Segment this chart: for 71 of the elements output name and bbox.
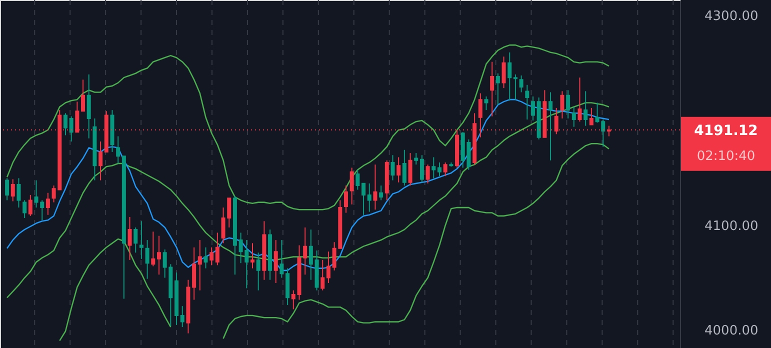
candlestick: [151, 231, 156, 267]
candlestick: [5, 178, 10, 201]
candlestick: [496, 72, 500, 106]
candlestick: [420, 154, 424, 183]
candlestick: [560, 90, 564, 119]
candlestick: [396, 156, 401, 183]
candlestick: [198, 240, 202, 291]
candlestick: [280, 240, 284, 278]
ref-line-label: 4191.12: [694, 122, 758, 139]
candlestick: [210, 246, 214, 266]
candlestick: [584, 90, 588, 126]
candlestick: [326, 251, 330, 284]
candlestick: [69, 116, 74, 142]
candlestick: [86, 74, 91, 139]
candlestick: [519, 74, 524, 93]
candlestick: [344, 185, 348, 214]
candlestick: [139, 220, 144, 260]
candlestick: [303, 226, 308, 276]
candlestick: [180, 306, 184, 328]
candlestick: [402, 149, 406, 186]
candlestick: [63, 112, 68, 136]
candlestick: [81, 79, 86, 112]
candlestick: [548, 92, 553, 161]
y-tick-label: 4100.00: [704, 218, 758, 234]
candlestick: [204, 246, 208, 269]
candlestick: [116, 136, 120, 164]
candlestick: [379, 185, 384, 201]
candlestick: [572, 106, 576, 128]
candlestick: [437, 162, 442, 177]
candlestick: [414, 152, 418, 166]
candlestick: [426, 164, 430, 184]
candlestick: [274, 240, 278, 284]
text: 02:10:40: [696, 148, 756, 164]
candlestick: [490, 61, 494, 117]
candlestick: [356, 169, 360, 190]
candlestick: [145, 240, 150, 280]
y-tick-label: 4000.00: [704, 324, 758, 339]
candlestick: [350, 167, 354, 205]
candlestick: [156, 235, 161, 276]
candlestick: [432, 156, 436, 179]
candlestick: [502, 56, 506, 89]
candlestick: [367, 182, 372, 212]
candlestick: [22, 200, 27, 219]
candlestick: [98, 141, 103, 181]
candlestick: [362, 182, 366, 216]
candlestick: [215, 232, 220, 266]
y-tick-label: 4300.00: [704, 9, 758, 24]
candlestick: [390, 154, 395, 181]
candlestick: [16, 178, 21, 208]
candlestick: [408, 152, 412, 186]
candlestick: [250, 242, 254, 269]
candlestick: [373, 164, 378, 210]
candlestick: [308, 229, 313, 280]
candlestick: [256, 252, 260, 291]
candlestick: [443, 162, 448, 177]
candlestick: [10, 178, 15, 202]
candlestick: [28, 194, 32, 216]
line-series: [6, 44, 610, 210]
candlestick: [508, 52, 512, 102]
candlestick: [128, 216, 132, 260]
candlestick: [320, 259, 325, 291]
candlestick: [513, 74, 518, 100]
candlestick: [484, 96, 488, 111]
candlestick: [530, 96, 535, 122]
candlestick: [46, 192, 50, 216]
candlestick: [566, 90, 570, 119]
candlestick: [578, 77, 582, 122]
candlestick: [525, 84, 530, 120]
candlestick: [134, 226, 138, 254]
candlestick: [589, 107, 594, 126]
candlestick: [192, 246, 196, 300]
